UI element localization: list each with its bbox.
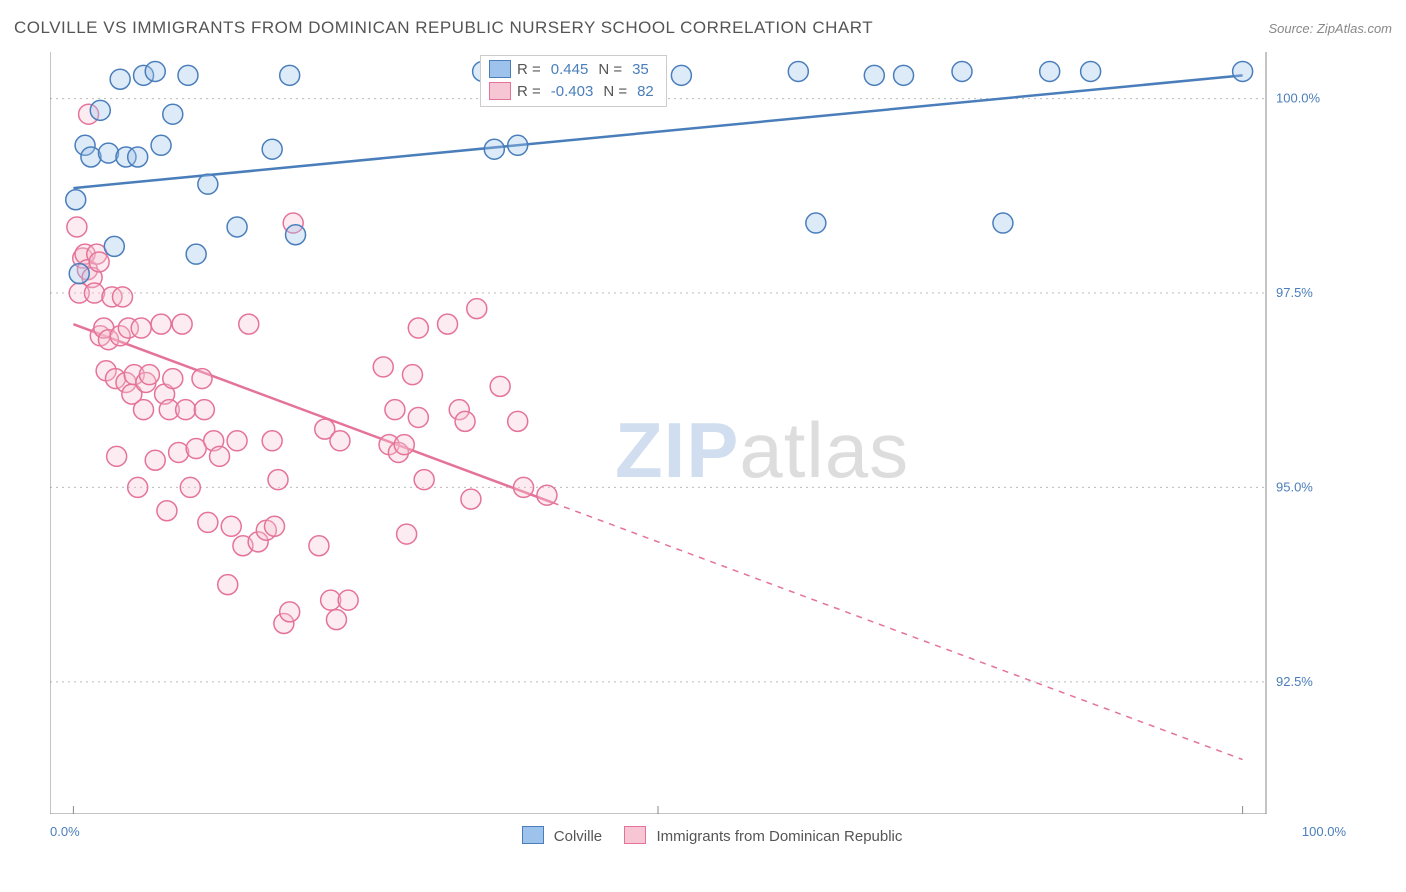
plot-area: 92.5% 95.0% 97.5% 100.0% — [50, 52, 1346, 814]
r-value-dominican: -0.403 — [551, 83, 594, 100]
n-label: N = — [598, 61, 622, 78]
n-value-dominican: 82 — [637, 83, 654, 100]
svg-text:97.5%: 97.5% — [1276, 285, 1313, 300]
correlation-legend-row-dominican: R = -0.403 N = 82 — [489, 80, 658, 102]
correlation-legend-row-colville: R = 0.445 N = 35 — [489, 58, 658, 80]
r-label: R = — [517, 61, 541, 78]
series-legend: Colville Immigrants from Dominican Repub… — [0, 826, 1406, 845]
svg-text:100.0%: 100.0% — [1276, 91, 1321, 106]
n-label: N = — [603, 83, 627, 100]
legend-swatch-dominican — [624, 826, 646, 844]
legend-label-colville: Colville — [554, 828, 602, 845]
r-label: R = — [517, 83, 541, 100]
scatter-plot-svg: 92.5% 95.0% 97.5% 100.0% — [50, 52, 1346, 814]
y-axis-label: Nursery School — [4, 0, 34, 82]
correlation-legend: R = 0.445 N = 35 R = -0.403 N = 82 — [480, 55, 667, 107]
source-attribution: Source: ZipAtlas.com — [1268, 21, 1392, 36]
svg-text:95.0%: 95.0% — [1276, 479, 1313, 494]
legend-swatch-colville — [522, 826, 544, 844]
svg-text:92.5%: 92.5% — [1276, 674, 1313, 689]
legend-swatch-dominican — [489, 82, 511, 100]
r-value-colville: 0.445 — [551, 61, 589, 78]
n-value-colville: 35 — [632, 61, 649, 78]
legend-swatch-colville — [489, 60, 511, 78]
chart-title: COLVILLE VS IMMIGRANTS FROM DOMINICAN RE… — [14, 18, 873, 38]
legend-label-dominican: Immigrants from Dominican Republic — [656, 828, 902, 845]
